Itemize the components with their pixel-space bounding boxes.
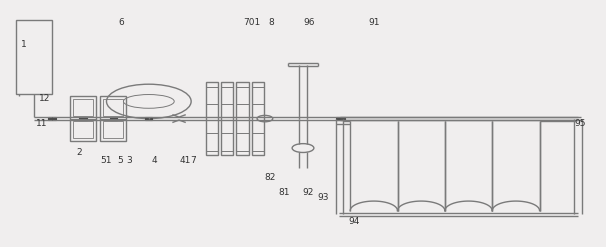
Text: 7: 7 — [190, 156, 196, 165]
Bar — [221, 82, 233, 155]
Bar — [16, 20, 52, 94]
Text: 51: 51 — [101, 156, 112, 165]
Text: 41: 41 — [179, 156, 191, 165]
Bar — [101, 97, 126, 141]
Bar — [79, 117, 87, 120]
Bar — [73, 99, 93, 116]
Text: 91: 91 — [368, 18, 380, 27]
Text: 5: 5 — [118, 156, 123, 165]
Bar — [236, 82, 248, 155]
Text: 82: 82 — [264, 173, 276, 182]
Text: 92: 92 — [302, 188, 313, 197]
Text: 11: 11 — [36, 119, 47, 128]
Text: 93: 93 — [317, 193, 328, 202]
Bar — [70, 97, 96, 141]
Text: 701: 701 — [243, 18, 260, 27]
Bar — [73, 121, 93, 138]
Bar — [110, 117, 117, 120]
Bar — [145, 117, 153, 120]
Text: 6: 6 — [119, 18, 124, 27]
Text: 81: 81 — [278, 188, 290, 197]
Text: 1: 1 — [21, 41, 27, 49]
Bar — [104, 121, 123, 138]
Bar — [336, 117, 345, 120]
Bar — [48, 117, 56, 120]
Bar — [206, 82, 218, 155]
Text: 8: 8 — [268, 18, 275, 27]
Text: 94: 94 — [348, 217, 360, 226]
Text: 2: 2 — [76, 148, 82, 158]
Bar — [251, 82, 264, 155]
Text: 3: 3 — [127, 156, 132, 165]
Text: 4: 4 — [152, 156, 158, 165]
Text: 12: 12 — [39, 94, 50, 103]
Text: 95: 95 — [574, 119, 585, 128]
Bar — [104, 99, 123, 116]
Text: 96: 96 — [303, 18, 315, 27]
